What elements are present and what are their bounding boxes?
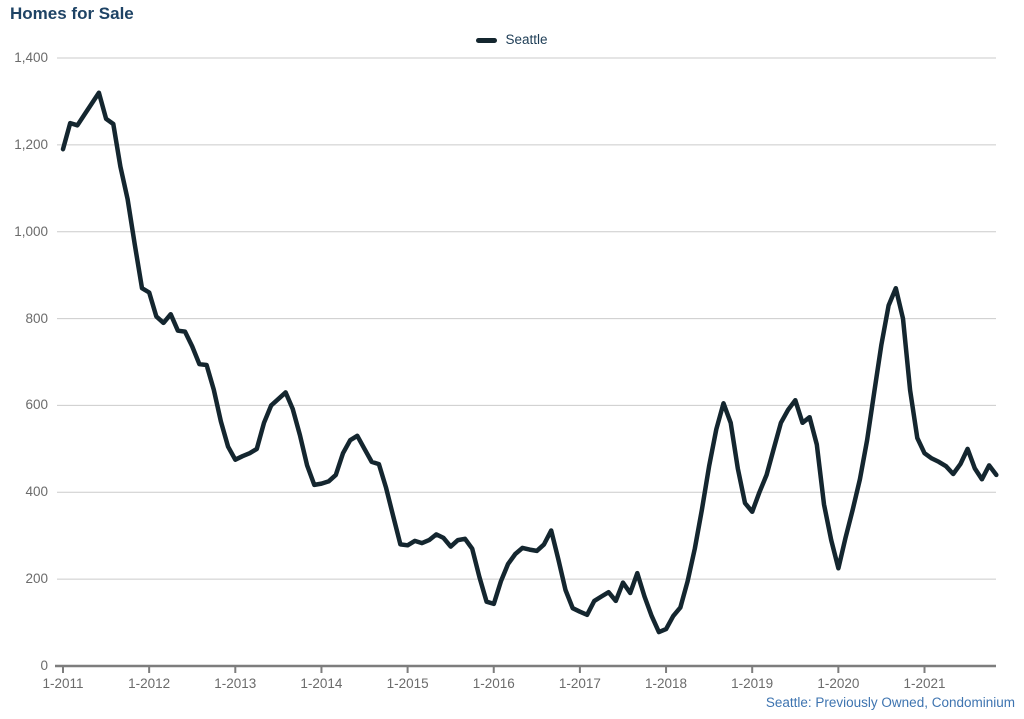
- x-axis-tick-label: 1-2011: [42, 676, 84, 691]
- y-axis-tick-label: 1,400: [14, 50, 48, 65]
- y-axis-tick-label: 800: [25, 310, 48, 326]
- x-axis-tick-label: 1-2014: [300, 676, 343, 691]
- x-axis-tick-label: 1-2019: [731, 676, 774, 691]
- x-axis-tick-label: 1-2012: [128, 676, 171, 691]
- y-axis-tick-label: 400: [25, 484, 48, 500]
- y-axis-tick-label: 1,000: [14, 223, 48, 239]
- y-axis-tick-label: 0: [40, 658, 48, 673]
- legend-label: Seattle: [505, 32, 548, 48]
- x-axis-tick-label: 1-2015: [386, 676, 429, 691]
- x-axis-tick-label: 1-2020: [817, 676, 860, 691]
- series-line-seattle: [60, 90, 999, 635]
- x-axis-tick-label: 1-2013: [214, 676, 257, 691]
- x-axis-tick-label: 1-2018: [645, 676, 688, 691]
- legend[interactable]: Seattle: [0, 31, 1024, 49]
- x-axis-tick-label: 1-2017: [558, 676, 601, 691]
- source-note-link[interactable]: Seattle: Previously Owned, Condominium: [765, 695, 1015, 710]
- chart-title: Homes for Sale: [10, 4, 134, 23]
- x-axis-tick-label: 1-2016: [472, 676, 515, 691]
- y-axis-tick-label: 1,200: [14, 136, 48, 152]
- y-axis-tick-label: 600: [25, 397, 48, 413]
- legend-line-swatch: [476, 37, 498, 43]
- y-axis-tick-label: 200: [25, 571, 48, 587]
- x-axis-tick-label: 1-2021: [903, 676, 946, 691]
